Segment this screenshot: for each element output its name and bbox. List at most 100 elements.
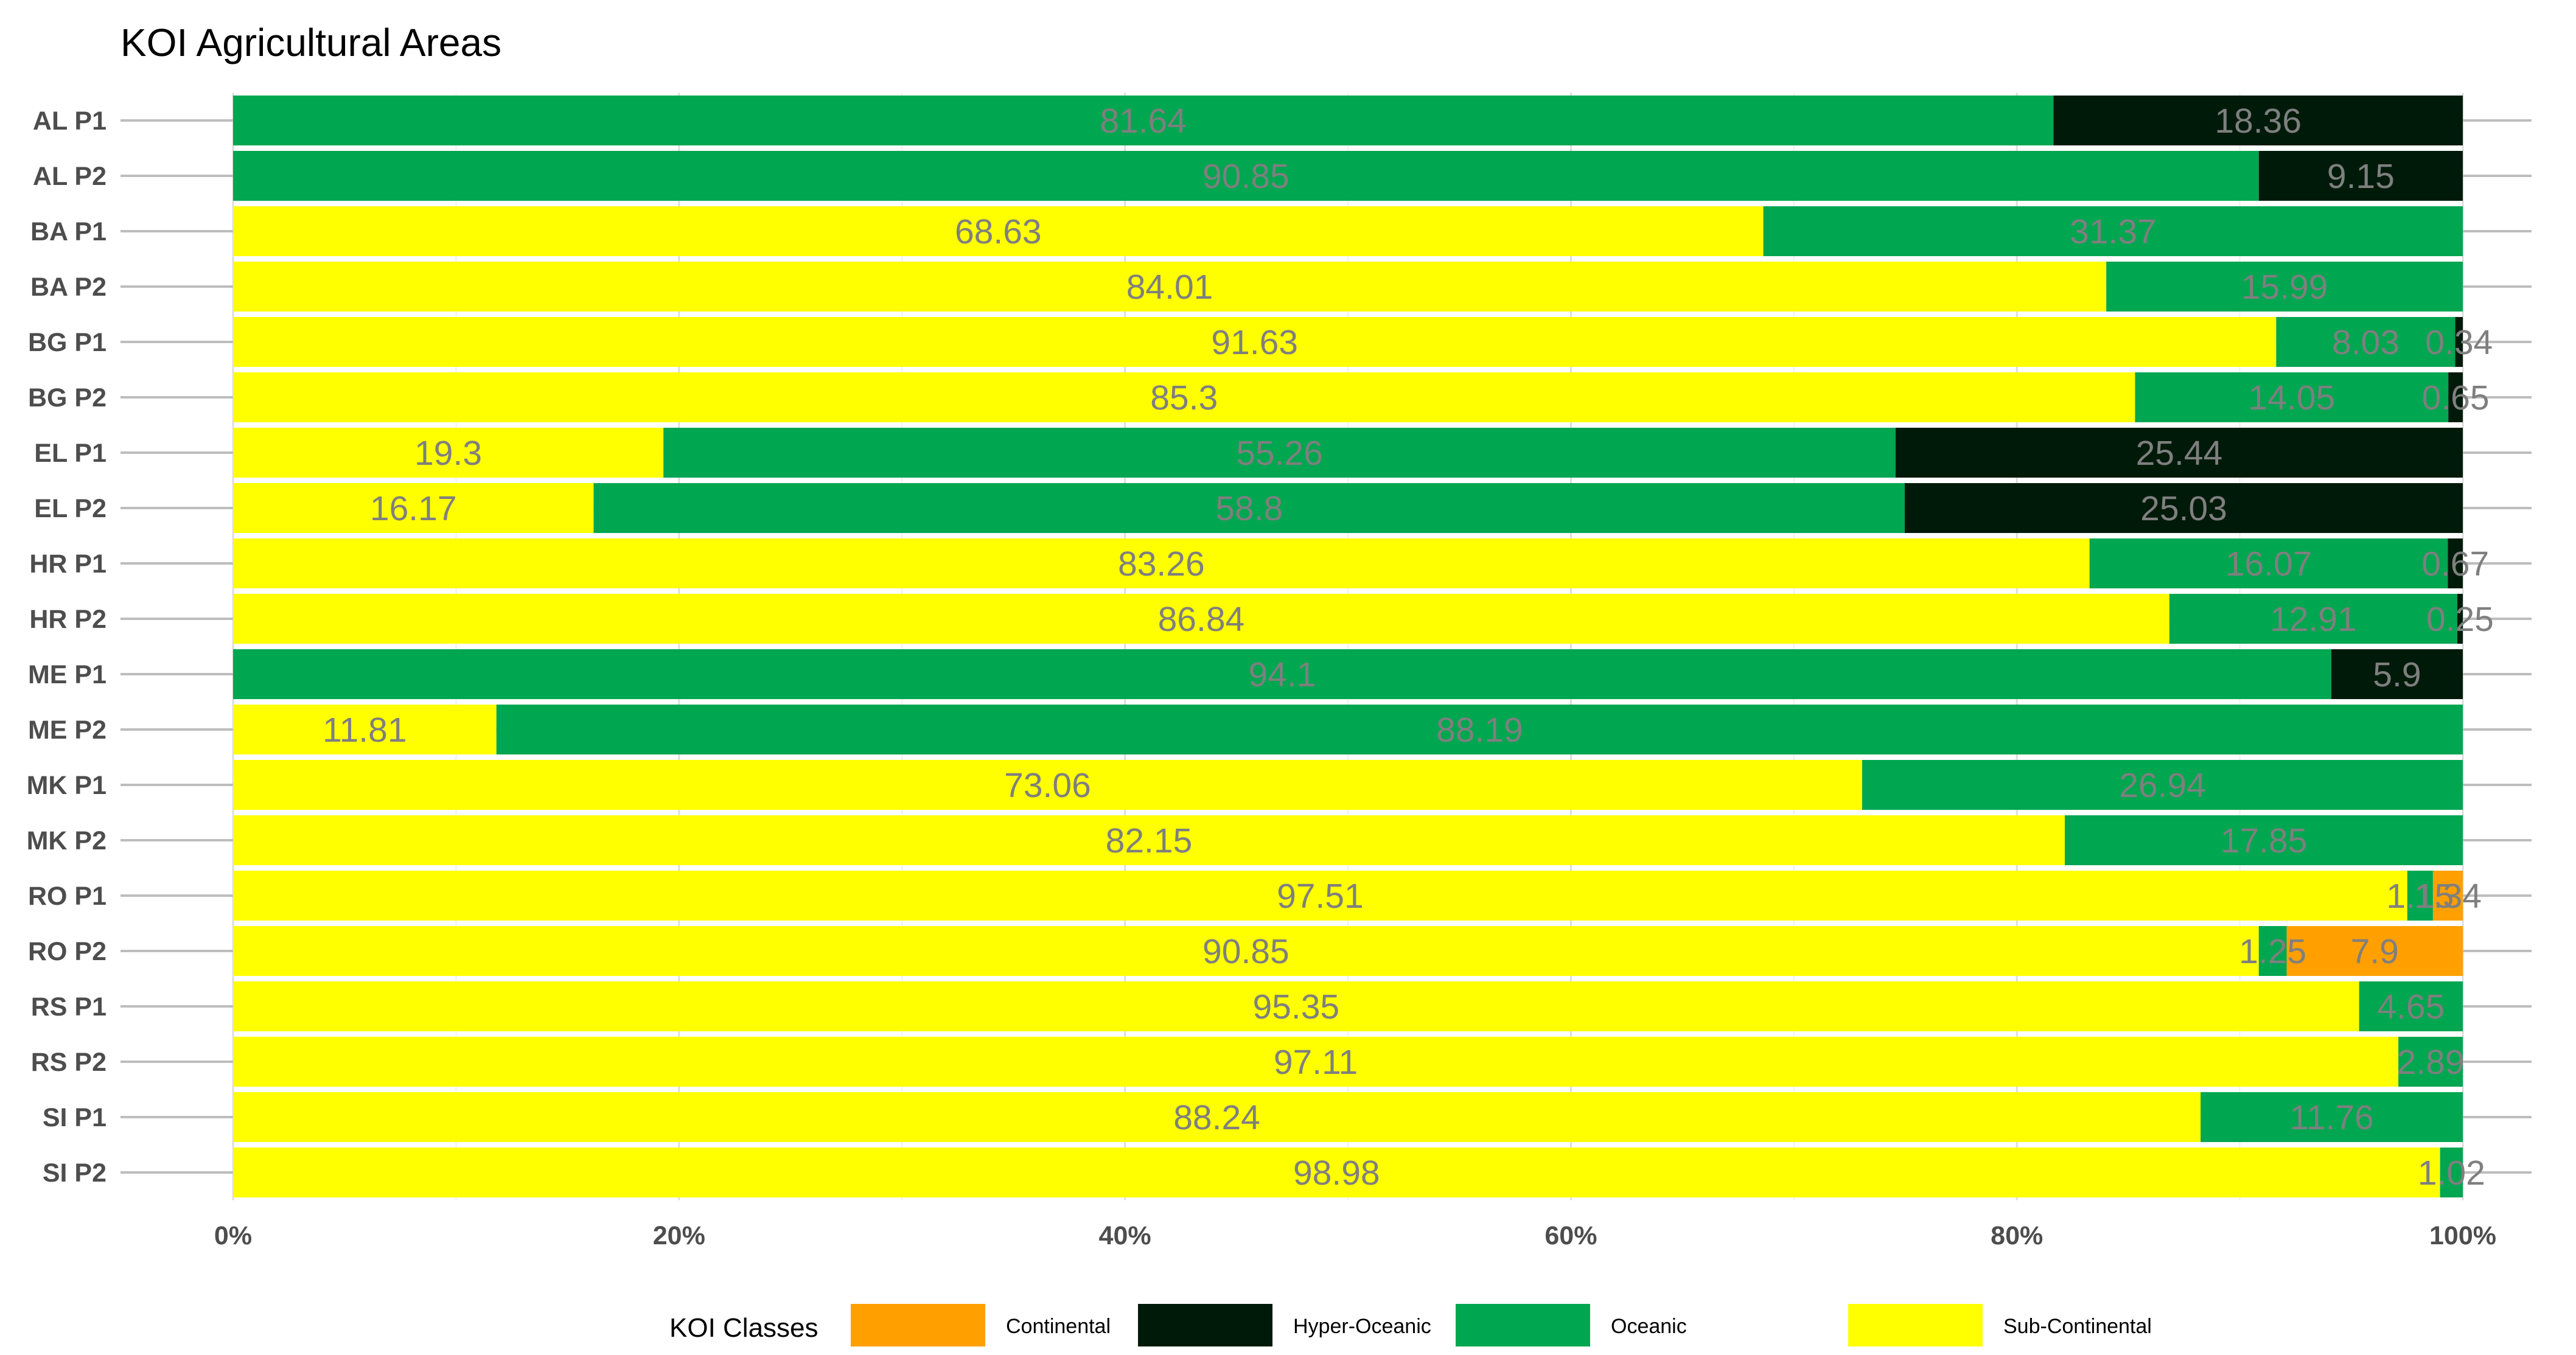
data-label: 7.9 [2351,932,2399,971]
bar-segment [2398,1037,2463,1087]
bar-segment [233,871,2407,921]
y-tick-label: ME P1 [28,660,106,689]
bar-segment [2448,538,2463,588]
y-tick-label: AL P2 [33,162,106,191]
bar-segment [2064,815,2463,865]
data-label: 4.65 [2377,988,2445,1026]
legend-label: Continental [1006,1315,1111,1338]
bar-segment [2169,594,2457,644]
data-label: 90.85 [1202,157,1290,196]
data-label: 31.37 [2070,212,2157,251]
data-label: 97.51 [1277,877,1364,916]
bar-segment [233,1037,2399,1087]
legend-key [1456,1304,1590,1346]
bar-segment [233,483,594,533]
bar-segment [2258,926,2287,976]
bar-segment [233,705,497,754]
data-label: 55.26 [1236,434,1323,473]
x-tick-label: 0% [214,1221,252,1250]
bar-segment [233,1148,2440,1197]
data-label: 19.3 [414,434,482,473]
data-label: 73.06 [1004,766,1091,805]
data-label: 90.85 [1202,932,1290,971]
legend: KOI Classes Continental Hyper-Oceanic Ocea… [669,1304,2152,1346]
x-tick-label: 100% [2429,1221,2496,1250]
bar-segment [2407,871,2433,921]
y-tick-label: RS P1 [31,992,106,1022]
legend-key [1848,1304,1983,1346]
bar-segment [2448,372,2463,422]
data-label: 0.25 [2426,600,2494,639]
y-tick-label: RO P2 [28,937,106,966]
data-label: 0.65 [2422,378,2490,417]
data-label: 58.8 [1215,489,1283,528]
data-label: 2.89 [2397,1043,2465,1082]
gridlines [120,92,2532,1200]
y-tick-label: SI P1 [43,1103,106,1132]
data-label: 25.03 [2140,489,2227,528]
y-tick-label: ME P2 [28,716,106,745]
y-tick-label: MK P1 [27,771,106,800]
bar-segment [233,594,2169,644]
y-tick-label: EL P1 [34,439,106,468]
y-tick-label: RS P2 [31,1048,106,1077]
data-label: 0.67 [2421,545,2489,583]
data-label: 9.15 [2327,157,2395,196]
y-tick-label: EL P2 [34,494,106,523]
data-label: 11.76 [2289,1098,2373,1137]
data-label: 0.34 [2425,323,2493,362]
bar-segment [2276,317,2456,367]
data-label: 8.03 [2332,323,2400,362]
data-label: 86.84 [1158,600,1245,639]
legend-key [1138,1304,1272,1346]
bar-segment [2089,538,2448,588]
x-tick-label: 20% [653,1221,705,1250]
x-tick-label: 40% [1099,1221,1151,1250]
data-labels: 81.64 18.36 90.85 9.15 68.63 31.37 84.01 15.99 9… [323,102,2494,1193]
bar-segment [233,372,2135,422]
bar-segment [2359,981,2463,1031]
chart-title: KOI Agricultural Areas [120,21,501,64]
bar-segment [233,981,2359,1031]
legend-label: Oceanic [1611,1315,1687,1338]
data-label: 26.94 [2119,766,2206,805]
x-axis: 0% 20% 40% 60% 80% 100% [214,1221,2496,1250]
legend-title: KOI Classes [669,1313,819,1343]
data-label: 94.1 [1248,655,1316,694]
bar-segment [2432,871,2463,921]
y-tick-label: BA P2 [30,273,106,302]
legend-label: Hyper-Oceanic [1293,1315,1431,1338]
bar-segment [2286,926,2463,976]
data-label: 83.26 [1118,545,1205,583]
bar-segment [496,705,2463,754]
data-label: 88.19 [1436,711,1523,750]
x-tick-label: 60% [1545,1221,1597,1250]
data-label: 12.91 [2270,600,2357,639]
legend-label: Sub-Continental [2003,1315,2152,1338]
data-label: 1.15 [2386,877,2454,916]
x-tick-label: 80% [1991,1221,2043,1250]
bar-segment [233,538,2090,588]
bar-segment [233,649,2331,699]
data-label: 16.07 [2225,545,2312,583]
data-label: 98.98 [1293,1154,1380,1193]
data-label: 81.64 [1100,102,1187,141]
bar-segment [2455,317,2463,367]
bar-segment [233,926,2259,976]
bar-segment [233,151,2259,201]
bar-segment [233,760,1862,810]
data-label: 68.63 [955,212,1042,251]
data-label: 95.35 [1252,988,1339,1026]
legend-key [851,1304,985,1346]
y-tick-label: SI P2 [43,1158,106,1188]
y-tick-label: RO P1 [28,882,106,911]
data-label: 91.63 [1211,323,1298,362]
data-label: 1.25 [2239,932,2306,971]
bar-segment [1895,428,2463,478]
bar-segment [233,815,2065,865]
bar-segment [663,428,1896,478]
data-label: 17.85 [2221,821,2308,860]
data-label: 11.81 [323,711,407,750]
